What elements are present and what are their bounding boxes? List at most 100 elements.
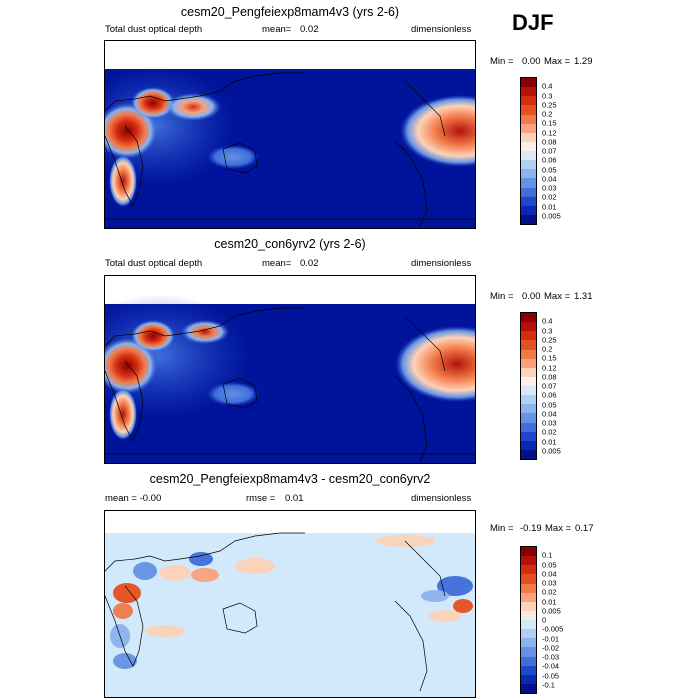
colorbar-tick-label: 0.12 xyxy=(542,127,557,137)
colorbar-tick-label: 0.12 xyxy=(542,362,557,372)
panel-3-map xyxy=(104,510,476,698)
colorbar-swatch xyxy=(521,160,536,170)
colorbar-tick-label: 0.04 xyxy=(542,174,557,183)
colorbar-swatch xyxy=(521,592,536,602)
colorbar-swatch xyxy=(521,87,536,97)
panel-1-max-label: Max = xyxy=(544,56,571,67)
panel-2-mean-label: mean= xyxy=(262,258,292,269)
panel-3-min-value: -0.19 xyxy=(520,523,542,534)
colorbar-swatch xyxy=(521,547,536,557)
colorbar-swatch xyxy=(521,123,536,133)
colorbar-tick-label: 0.2 xyxy=(542,109,553,119)
colorbar-tick-label: 0.02 xyxy=(542,587,557,597)
colorbar-swatch xyxy=(521,683,536,693)
panel-1-map-svg xyxy=(105,41,475,228)
colorbar-tick-label: 0.1 xyxy=(542,550,553,560)
colorbar-tick-label: -0.1 xyxy=(542,680,555,689)
panel-1-min-value: 0.00 xyxy=(522,56,541,67)
colorbar-tick-label: 0.02 xyxy=(542,427,557,437)
colorbar-swatch xyxy=(521,205,536,215)
colorbar-tick-label: 0.4 xyxy=(542,316,553,326)
colorbar-swatch xyxy=(521,574,536,584)
colorbar-tick-label: -0.01 xyxy=(542,633,560,643)
panel-3-max-value: 0.17 xyxy=(575,523,594,534)
colorbar-tick-label: 0.005 xyxy=(542,606,561,615)
colorbar-tick-label: 0.15 xyxy=(542,353,557,363)
colorbar-swatch xyxy=(521,610,536,620)
colorbar-tick-label: 0.3 xyxy=(542,90,553,100)
colorbar-swatch xyxy=(521,187,536,197)
colorbar-swatch xyxy=(521,141,536,151)
colorbar-swatch xyxy=(521,358,536,368)
colorbar-swatch xyxy=(521,313,536,323)
colorbar-swatch xyxy=(521,583,536,593)
colorbar-tick-label: 0.03 xyxy=(542,418,557,428)
panel-3-map-svg xyxy=(105,511,475,697)
colorbar-swatch xyxy=(521,449,536,459)
colorbar-tick-label: 0.08 xyxy=(542,372,557,381)
colorbar-tick-label: 0.005 xyxy=(542,211,561,220)
colorbar-tick-label: 0.2 xyxy=(542,344,553,354)
panel-1-variable-label: Total dust optical depth xyxy=(105,24,203,35)
panel-1-mean-value: 0.02 xyxy=(300,24,319,35)
colorbar-tick-label: 0.01 xyxy=(542,201,557,211)
colorbar-swatch xyxy=(521,105,536,115)
colorbar-swatch xyxy=(521,114,536,124)
colorbar-tick-label: 0.04 xyxy=(542,409,557,418)
colorbar-tick-label: 0.005 xyxy=(542,446,561,455)
colorbar-swatch xyxy=(521,665,536,675)
colorbar-tick-label: 0.01 xyxy=(542,436,557,446)
colorbar-tick-label: 0 xyxy=(542,615,547,625)
colorbar-swatch xyxy=(521,656,536,666)
colorbar-swatch xyxy=(521,376,536,386)
colorbar-tick-label: -0.02 xyxy=(542,643,560,652)
colorbar-swatch xyxy=(521,322,536,332)
colorbar-swatch xyxy=(521,395,536,405)
colorbar-swatch xyxy=(521,601,536,611)
colorbar-tick-label: 0.07 xyxy=(542,146,557,156)
panel-3-rmse-label: rmse = xyxy=(246,493,276,504)
panel-1-colorbar xyxy=(520,77,537,225)
panel-1-mean-label: mean= xyxy=(262,24,292,35)
panel-1-max-value: 1.29 xyxy=(574,56,593,67)
colorbar-swatch xyxy=(521,638,536,648)
colorbar-tick-label: -0.04 xyxy=(542,661,560,671)
panel-3-max-label: Max = xyxy=(545,523,572,534)
colorbar-swatch xyxy=(521,386,536,396)
colorbar-swatch xyxy=(521,647,536,657)
panel-2-colorbar-labels: 0.4 0.3 0.25 0.2 0.15 0.12 0.08 0.07 0.0… xyxy=(542,312,582,460)
colorbar-tick-label: 0.05 xyxy=(542,399,557,409)
panel-3-mean-text: mean = -0.00 xyxy=(105,493,162,504)
colorbar-swatch xyxy=(521,440,536,450)
colorbar-swatch xyxy=(521,556,536,566)
colorbar-swatch xyxy=(521,565,536,575)
colorbar-tick-label: -0.05 xyxy=(542,670,560,680)
panel-3-colorbar xyxy=(520,546,537,694)
colorbar-swatch xyxy=(521,629,536,639)
colorbar-swatch xyxy=(521,674,536,684)
panel-2-mean-value: 0.02 xyxy=(300,258,319,269)
colorbar-swatch xyxy=(521,331,536,341)
panel-2-max-label: Max = xyxy=(544,291,571,302)
colorbar-tick-label: 0.3 xyxy=(542,325,553,335)
colorbar-tick-label: 0.06 xyxy=(542,155,557,165)
colorbar-swatch xyxy=(521,422,536,432)
colorbar-swatch xyxy=(521,367,536,377)
colorbar-tick-label: 0.15 xyxy=(542,118,557,128)
panel-2-colorbar xyxy=(520,312,537,460)
panel-2-map xyxy=(104,275,476,464)
panel-1-title: cesm20_Pengfeiexp8mam4v3 (yrs 2-6) xyxy=(180,5,400,19)
colorbar-tick-label: 0.03 xyxy=(542,183,557,193)
colorbar-tick-label: 0.03 xyxy=(542,578,557,588)
panel-3-rmse-value: 0.01 xyxy=(285,493,304,504)
colorbar-swatch xyxy=(521,96,536,106)
panel-2-max-value: 1.31 xyxy=(574,291,593,302)
colorbar-tick-label: 0.05 xyxy=(542,164,557,174)
panel-3-colorbar-labels: 0.1 0.05 0.04 0.03 0.02 0.01 0.005 0 -0.… xyxy=(542,546,582,694)
colorbar-swatch xyxy=(521,620,536,630)
colorbar-tick-label: 0.07 xyxy=(542,381,557,391)
panel-3-title: cesm20_Pengfeiexp8mam4v3 - cesm20_con6yr… xyxy=(149,472,431,486)
panel-3-min-label: Min = xyxy=(490,523,514,534)
colorbar-swatch xyxy=(521,214,536,224)
colorbar-tick-label: 0.04 xyxy=(542,569,557,578)
